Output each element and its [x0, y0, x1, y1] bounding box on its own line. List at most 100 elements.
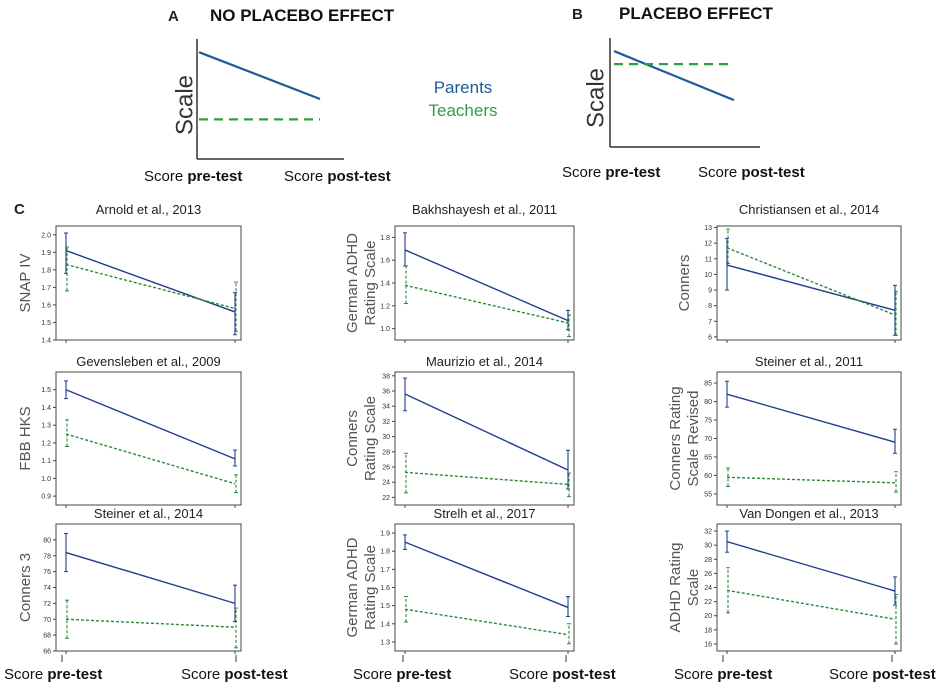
y-tick-label: 2.0 [41, 232, 51, 239]
plot-frame [716, 523, 902, 652]
y-tick-label: 1.2 [41, 440, 51, 447]
teachers-line [65, 263, 236, 310]
y-tick-label: 55 [704, 491, 712, 498]
teachers-line [726, 589, 896, 620]
plot-frame [394, 371, 575, 506]
panel-a: A NO PLACEBO EFFECT Scale Score pre-test… [144, 6, 395, 185]
col3-xlabel-pre: Score pre-test [674, 666, 772, 683]
y-axis-label: Conners 3 [17, 553, 34, 622]
plot-frame [55, 371, 242, 506]
parents-line [726, 393, 896, 443]
col1-xlabel-post: Score post-test [181, 666, 288, 683]
y-tick-label: 32 [704, 529, 712, 536]
panel-a-xlabel-post: Score post-test [284, 168, 391, 185]
panel-a-title: NO PLACEBO EFFECT [210, 6, 395, 25]
y-axis-label: Rating Scale [362, 396, 379, 481]
panel-a-xlabel-pre: Score pre-test [144, 168, 242, 185]
teachers-line [726, 476, 896, 484]
y-axis-label: Rating Scale [362, 545, 379, 630]
y-tick-label: 80 [43, 537, 51, 544]
parents-line [404, 249, 569, 322]
y-tick-label: 80 [704, 399, 712, 406]
y-tick-label: 65 [704, 454, 712, 461]
chart-gevensleben-et-al-2009: Gevensleben et al., 2009 FBB HKS 0.9 1.0 1.1… [17, 354, 242, 508]
y-tick-label: 7 [708, 319, 712, 326]
y-axis-label: Scale Revised [685, 391, 702, 487]
y-tick-label: 30 [704, 543, 712, 550]
y-axis-label: German ADHD [344, 537, 361, 637]
panel-b-plot [613, 50, 735, 102]
y-tick-label: 1.8 [41, 267, 51, 274]
y-tick-label: 1.3 [380, 639, 390, 646]
y-tick-label: 1.4 [380, 621, 390, 628]
chart-arnold-et-al-2013: Arnold et al., 2013 SNAP IV 1.4 1.5 1.6 1.7 1.… [17, 202, 242, 345]
panel-b: B PLACEBO EFFECT Scale Score pre-test Sc… [562, 4, 805, 181]
y-tick-label: 38 [382, 373, 390, 380]
panel-b-ylabel: Scale [582, 68, 609, 128]
concept-b-parents-line [613, 50, 735, 102]
y-tick-label: 6 [708, 334, 712, 341]
concept-a-parents-line [198, 51, 321, 101]
teachers-line [404, 471, 569, 486]
y-tick-label: 13 [704, 225, 712, 232]
panel-b-xlabel-pre: Score pre-test [562, 164, 660, 181]
y-tick-label: 11 [705, 256, 712, 263]
y-tick-label: 22 [382, 495, 390, 502]
chart-van-dongen-et-al-2013: Van Dongen et al., 2013 ADHD Rating Scale 1… [667, 506, 902, 654]
legend-parents: Parents [434, 78, 493, 97]
chart-bakhshayesh-et-al-2011: Bakhshayesh et al., 2011 German ADHD Ratin… [344, 202, 575, 343]
plot-frame [394, 225, 575, 341]
y-tick-label: 26 [704, 571, 712, 578]
plot-frame [55, 225, 242, 341]
panel-a-letter: A [168, 8, 179, 25]
y-axis-label: SNAP IV [17, 254, 34, 313]
y-tick-label: 1.5 [41, 387, 51, 394]
chart-title: Maurizio et al., 2014 [426, 354, 543, 369]
y-axis-label: German ADHD [344, 233, 361, 333]
y-tick-label: 1.2 [380, 303, 390, 310]
chart-title: Bakhshayesh et al., 2011 [412, 202, 557, 217]
y-tick-label: 60 [704, 473, 712, 480]
panel-c-grid: Arnold et al., 2013 SNAP IV 1.4 1.5 1.6 1.7 1.… [17, 202, 902, 662]
y-tick-label: 30 [382, 434, 390, 441]
y-tick-label: 1.1 [41, 458, 51, 465]
y-axis-label: Conners [676, 255, 693, 312]
chart-title: Van Dongen et al., 2013 [739, 506, 878, 521]
panel-b-letter: B [572, 6, 583, 23]
legend: Parents Teachers [429, 78, 498, 120]
y-tick-label: 66 [43, 649, 51, 656]
teachers-line [404, 284, 569, 324]
chart-title: Arnold et al., 2013 [96, 202, 202, 217]
col2-xlabel-pre: Score pre-test [353, 666, 451, 683]
y-tick-label: 32 [382, 419, 390, 426]
parents-line [65, 249, 236, 313]
y-tick-label: 28 [382, 449, 390, 456]
y-tick-label: 85 [704, 381, 712, 388]
y-axis-label: Rating Scale [362, 240, 379, 325]
y-tick-label: 16 [704, 641, 712, 648]
chart-maurizio-et-al-2014: Maurizio et al., 2014 Conners Rating Scale… [344, 354, 575, 508]
y-tick-label: 1.0 [41, 476, 51, 483]
plot-frame [394, 523, 575, 652]
y-tick-label: 20 [704, 613, 712, 620]
chart-steiner-et-al-2011: Steiner et al., 2011 Conners Rating Scale … [667, 354, 902, 508]
y-tick-label: 1.8 [380, 235, 390, 242]
legend-teachers: Teachers [429, 101, 498, 120]
y-tick-label: 8 [708, 303, 712, 310]
y-tick-label: 1.5 [380, 603, 390, 610]
y-tick-label: 1.7 [41, 285, 51, 292]
parents-line [726, 264, 896, 312]
y-axis-label: Conners [344, 410, 361, 467]
y-tick-label: 24 [382, 480, 390, 487]
y-tick-label: 1.7 [380, 567, 390, 574]
col3-xlabel-post: Score post-test [829, 666, 936, 683]
chart-title: Steiner et al., 2014 [94, 506, 203, 521]
y-tick-label: 12 [704, 241, 712, 248]
teachers-line [404, 608, 569, 636]
parents-line [65, 389, 236, 460]
y-tick-label: 9 [708, 288, 712, 295]
col1-xlabel-pre: Score pre-test [4, 666, 102, 683]
y-tick-label: 1.0 [380, 326, 390, 333]
chart-title: Steiner et al., 2011 [755, 354, 863, 369]
plot-frame [55, 523, 242, 652]
